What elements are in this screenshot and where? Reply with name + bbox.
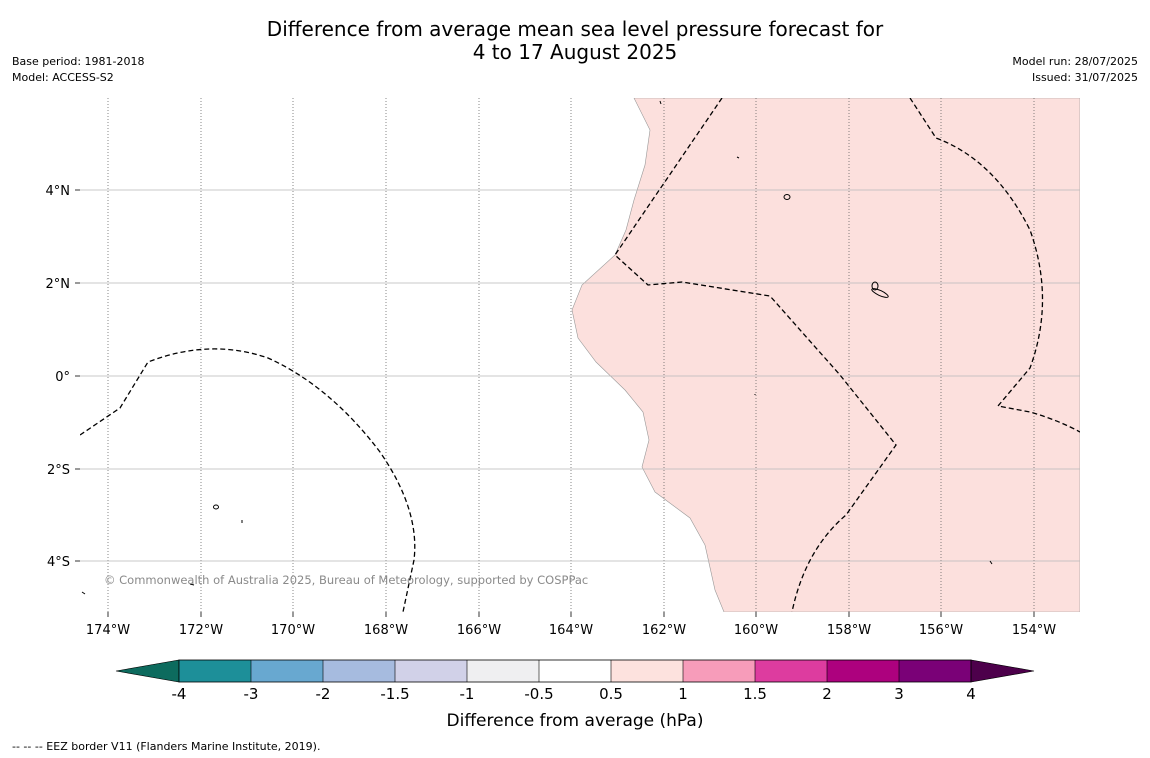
colorbar-max-extension (970, 659, 1035, 683)
lon-label: 174°W (86, 623, 130, 638)
meta-left: Base period: 1981-2018 Model: ACCESS-S2 (12, 54, 144, 86)
title-line-2: 4 to 17 August 2025 (472, 40, 678, 64)
colorbar-tick-label: 2 (822, 685, 832, 703)
lon-label: 158°W (827, 623, 871, 638)
colorbar-segment (179, 660, 251, 682)
lat-label: 4°S (47, 555, 70, 570)
colorbar: -4 -3 -2 -1.5 -1 -0.5 0.5 1 1.5 2 3 4 Di… (115, 659, 1035, 731)
colorbar-tick-label: -0.5 (524, 685, 553, 703)
issued-date: Issued: 31/07/2025 (1031, 71, 1138, 84)
colorbar-segment (539, 660, 611, 682)
colorbar-tick-label: -3 (244, 685, 259, 703)
lon-label: 156°W (919, 623, 963, 638)
colorbar-tick-label: 3 (894, 685, 904, 703)
islands (81, 100, 993, 595)
eez-borders (80, 98, 1080, 612)
model-run: Model run: 28/07/2025 (1012, 55, 1138, 68)
lon-label: 164°W (549, 623, 593, 638)
meta-right: Model run: 28/07/2025 Issued: 31/07/2025 (1012, 54, 1138, 86)
lon-label: 166°W (457, 623, 501, 638)
map-frame (75, 189, 1035, 617)
copyright-notice: © Commonwealth of Australia 2025, Bureau… (104, 573, 588, 587)
positive-anomaly-region (571, 98, 1080, 612)
colorbar-tick-label: 1 (678, 685, 688, 703)
lat-label: 0° (55, 370, 70, 385)
latitude-labels: 4°N 2°N 0° 2°S 4°S (46, 184, 71, 570)
colorbar-segment (755, 660, 827, 682)
colorbar-segment (611, 660, 683, 682)
lat-label: 4°N (46, 184, 71, 199)
model-name: Model: ACCESS-S2 (12, 71, 114, 84)
eez-footnote: -- -- -- EEZ border V11 (Flanders Marine… (12, 740, 321, 753)
colorbar-segment (323, 660, 395, 682)
lon-label: 154°W (1012, 623, 1056, 638)
colorbar-segment (251, 660, 323, 682)
lon-label: 162°W (642, 623, 686, 638)
graticule (80, 98, 1080, 612)
colorbar-segment (899, 660, 971, 682)
base-period: Base period: 1981-2018 (12, 55, 145, 68)
colorbar-tick-label: -1.5 (380, 685, 409, 703)
colorbar-segment (683, 660, 755, 682)
title-line-1: Difference from average mean sea level p… (266, 17, 884, 41)
longitude-labels: 174°W 172°W 170°W 168°W 166°W 164°W 162°… (86, 623, 1056, 638)
colorbar-segment (827, 660, 899, 682)
colorbar-segment (395, 660, 467, 682)
colorbar-tick-label: 0.5 (599, 685, 623, 703)
colorbar-tick-label: -1 (460, 685, 475, 703)
colorbar-tick-label: -4 (172, 685, 187, 703)
colorbar-min-extension (115, 659, 180, 683)
colorbar-tick-label: 1.5 (743, 685, 767, 703)
chart-title: Difference from average mean sea level p… (0, 18, 1150, 64)
colorbar-tick-label: 4 (966, 685, 976, 703)
lat-label: 2°S (47, 463, 70, 478)
map-area (80, 98, 1080, 612)
colorbar-label: Difference from average (hPa) (447, 711, 704, 731)
colorbar-segment (467, 660, 539, 682)
lon-label: 168°W (364, 623, 408, 638)
lon-label: 172°W (179, 623, 223, 638)
lat-label: 2°N (46, 277, 71, 292)
colorbar-tick-label: -2 (316, 685, 331, 703)
lon-label: 160°W (734, 623, 778, 638)
lon-label: 170°W (271, 623, 315, 638)
